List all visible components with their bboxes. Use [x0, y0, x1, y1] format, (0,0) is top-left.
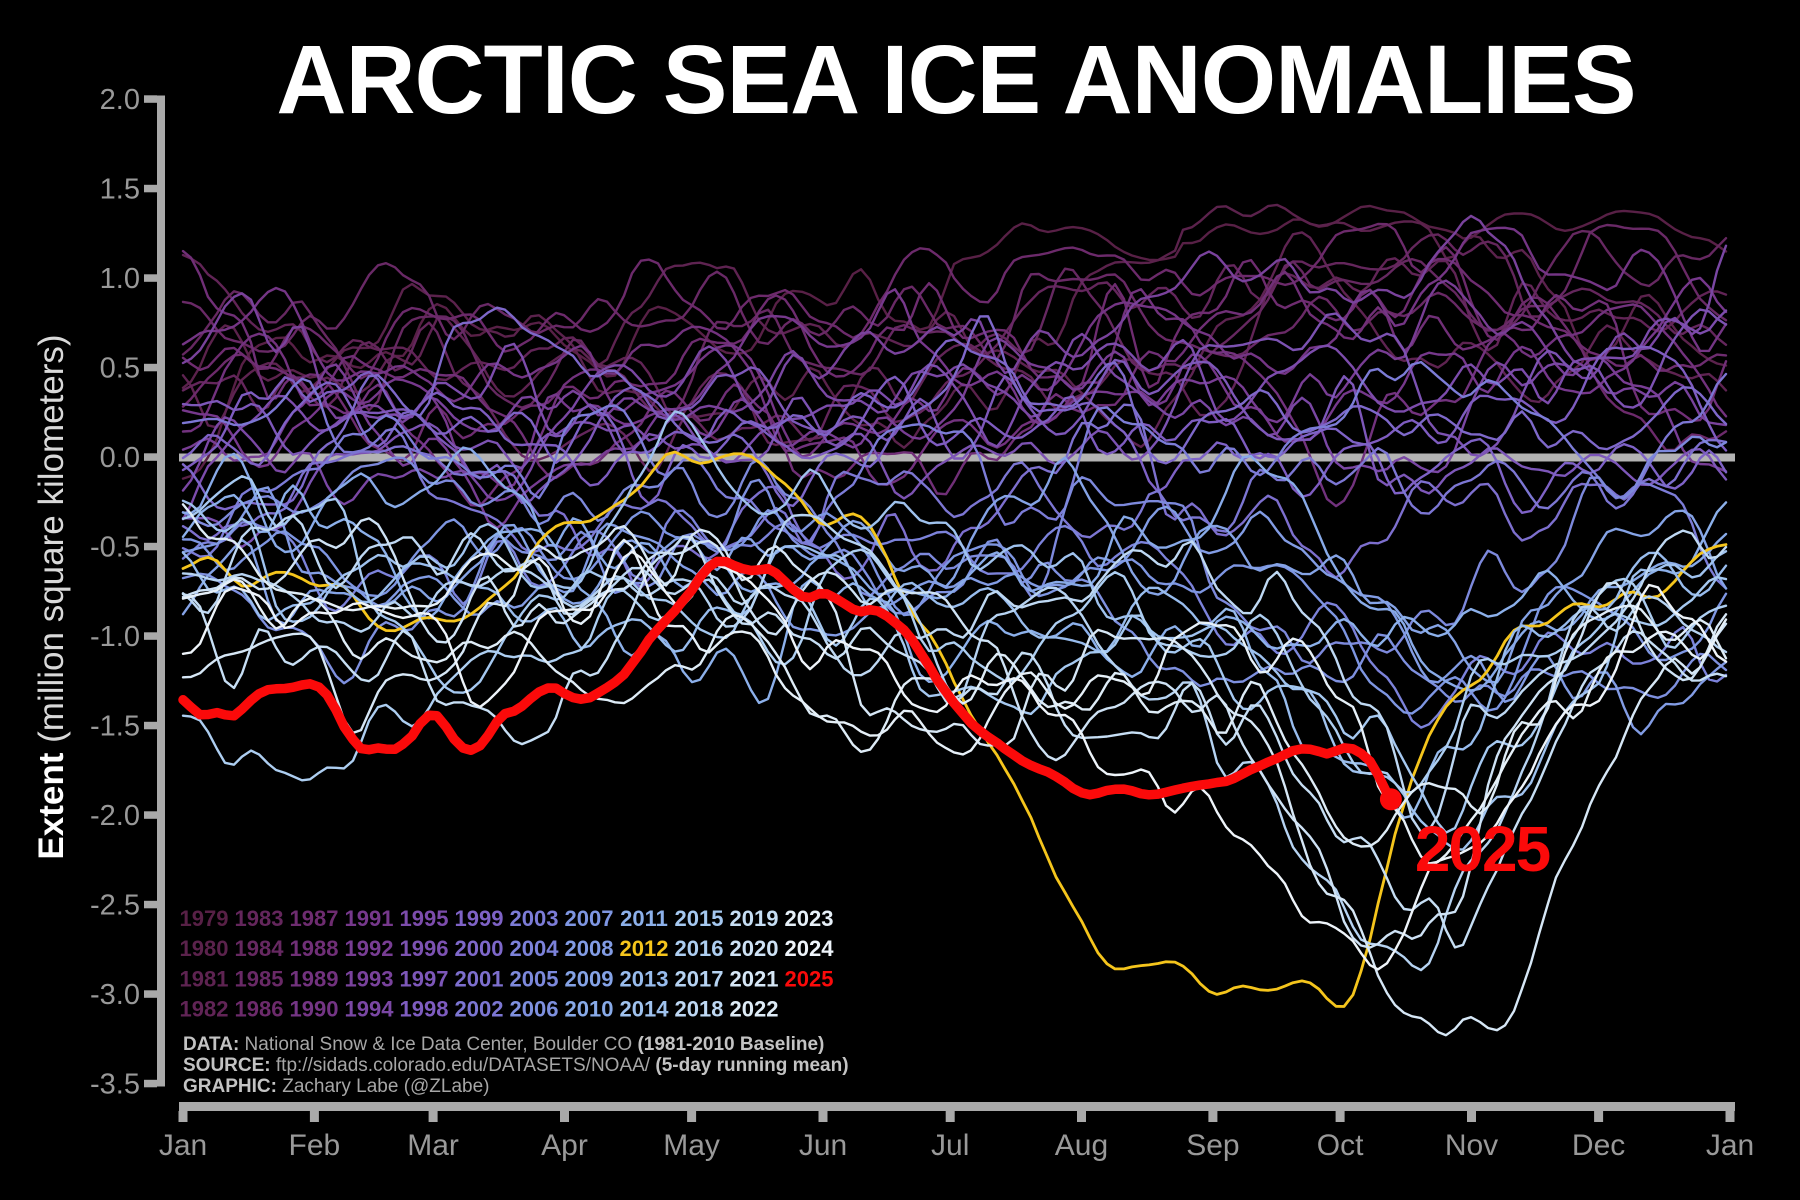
- svg-text:1979: 1979: [180, 906, 229, 931]
- svg-text:2003: 2003: [510, 906, 559, 931]
- svg-text:2012: 2012: [620, 936, 669, 961]
- svg-text:Jan: Jan: [1706, 1129, 1754, 1162]
- svg-text:1992: 1992: [345, 936, 394, 961]
- svg-text:Feb: Feb: [289, 1129, 341, 1162]
- svg-text:Extent (million square kilomet: Extent (million square kilometers): [32, 334, 71, 859]
- svg-text:1998: 1998: [400, 997, 449, 1022]
- svg-text:1.5: 1.5: [100, 174, 140, 206]
- svg-text:1984: 1984: [235, 936, 285, 961]
- svg-text:1996: 1996: [400, 936, 449, 961]
- svg-text:1983: 1983: [235, 906, 284, 931]
- svg-text:2025: 2025: [785, 966, 834, 991]
- svg-text:1.0: 1.0: [100, 263, 140, 295]
- svg-text:1982: 1982: [180, 997, 229, 1022]
- svg-text:Mar: Mar: [407, 1129, 459, 1162]
- svg-text:1988: 1988: [290, 936, 339, 961]
- svg-text:May: May: [663, 1129, 720, 1162]
- svg-text:2015: 2015: [675, 906, 724, 931]
- svg-text:SOURCE: ftp://sidads.colorado.: SOURCE: ftp://sidads.colorado.edu/DATASE…: [183, 1055, 849, 1076]
- svg-text:Nov: Nov: [1445, 1129, 1498, 1162]
- svg-text:Jul: Jul: [931, 1129, 969, 1162]
- svg-text:2019: 2019: [730, 906, 779, 931]
- svg-text:2011: 2011: [620, 906, 668, 931]
- svg-text:Oct: Oct: [1317, 1129, 1364, 1162]
- svg-text:2025: 2025: [1415, 813, 1550, 885]
- svg-text:DATA: National Snow & Ice Data: DATA: National Snow & Ice Data Center, B…: [183, 1034, 824, 1055]
- svg-text:2001: 2001: [455, 966, 504, 991]
- svg-text:1999: 1999: [455, 906, 504, 931]
- svg-text:2.0: 2.0: [100, 84, 140, 116]
- svg-text:1997: 1997: [400, 966, 449, 991]
- svg-text:-0.5: -0.5: [90, 532, 140, 564]
- svg-text:ARCTIC SEA ICE ANOMALIES: ARCTIC SEA ICE ANOMALIES: [276, 25, 1635, 134]
- svg-text:2005: 2005: [510, 966, 559, 991]
- svg-text:1980: 1980: [180, 936, 229, 961]
- svg-text:Jun: Jun: [799, 1129, 847, 1162]
- svg-text:1995: 1995: [400, 906, 449, 931]
- svg-text:Aug: Aug: [1055, 1129, 1108, 1162]
- svg-text:2023: 2023: [785, 906, 834, 931]
- svg-text:0.0: 0.0: [100, 442, 140, 474]
- svg-text:2007: 2007: [565, 906, 614, 931]
- svg-text:1981: 1981: [180, 966, 229, 991]
- svg-text:2008: 2008: [565, 936, 614, 961]
- svg-text:Apr: Apr: [541, 1129, 588, 1162]
- svg-text:1987: 1987: [290, 906, 339, 931]
- svg-text:2024: 2024: [785, 936, 835, 961]
- svg-text:1985: 1985: [235, 966, 284, 991]
- svg-text:0.5: 0.5: [100, 353, 140, 385]
- svg-text:GRAPHIC: Zachary Labe (@ZLabe): GRAPHIC: Zachary Labe (@ZLabe): [183, 1076, 490, 1097]
- svg-text:1990: 1990: [290, 997, 339, 1022]
- svg-text:2004: 2004: [510, 936, 560, 961]
- svg-text:1991: 1991: [345, 906, 394, 931]
- svg-text:2020: 2020: [730, 936, 779, 961]
- svg-text:2013: 2013: [620, 966, 669, 991]
- svg-text:2022: 2022: [730, 997, 779, 1022]
- svg-text:2002: 2002: [455, 997, 504, 1022]
- svg-text:Sep: Sep: [1186, 1129, 1239, 1162]
- svg-text:Jan: Jan: [159, 1129, 207, 1162]
- svg-text:2017: 2017: [675, 966, 724, 991]
- svg-text:2009: 2009: [565, 966, 614, 991]
- svg-text:1994: 1994: [345, 997, 395, 1022]
- svg-text:-1.0: -1.0: [90, 621, 140, 653]
- svg-text:1986: 1986: [235, 997, 284, 1022]
- svg-text:2006: 2006: [510, 997, 559, 1022]
- svg-text:-1.5: -1.5: [90, 711, 140, 743]
- svg-text:Dec: Dec: [1572, 1129, 1625, 1162]
- svg-text:-3.5: -3.5: [90, 1069, 140, 1101]
- svg-text:-2.5: -2.5: [90, 890, 140, 922]
- svg-text:-2.0: -2.0: [90, 800, 140, 832]
- svg-text:1993: 1993: [345, 966, 394, 991]
- svg-text:2000: 2000: [455, 936, 504, 961]
- svg-text:1989: 1989: [290, 966, 339, 991]
- svg-text:2014: 2014: [620, 997, 670, 1022]
- svg-text:2016: 2016: [675, 936, 724, 961]
- svg-text:2018: 2018: [675, 997, 724, 1022]
- svg-text:-3.0: -3.0: [90, 979, 140, 1011]
- svg-text:2021: 2021: [730, 966, 779, 991]
- svg-text:2010: 2010: [565, 997, 614, 1022]
